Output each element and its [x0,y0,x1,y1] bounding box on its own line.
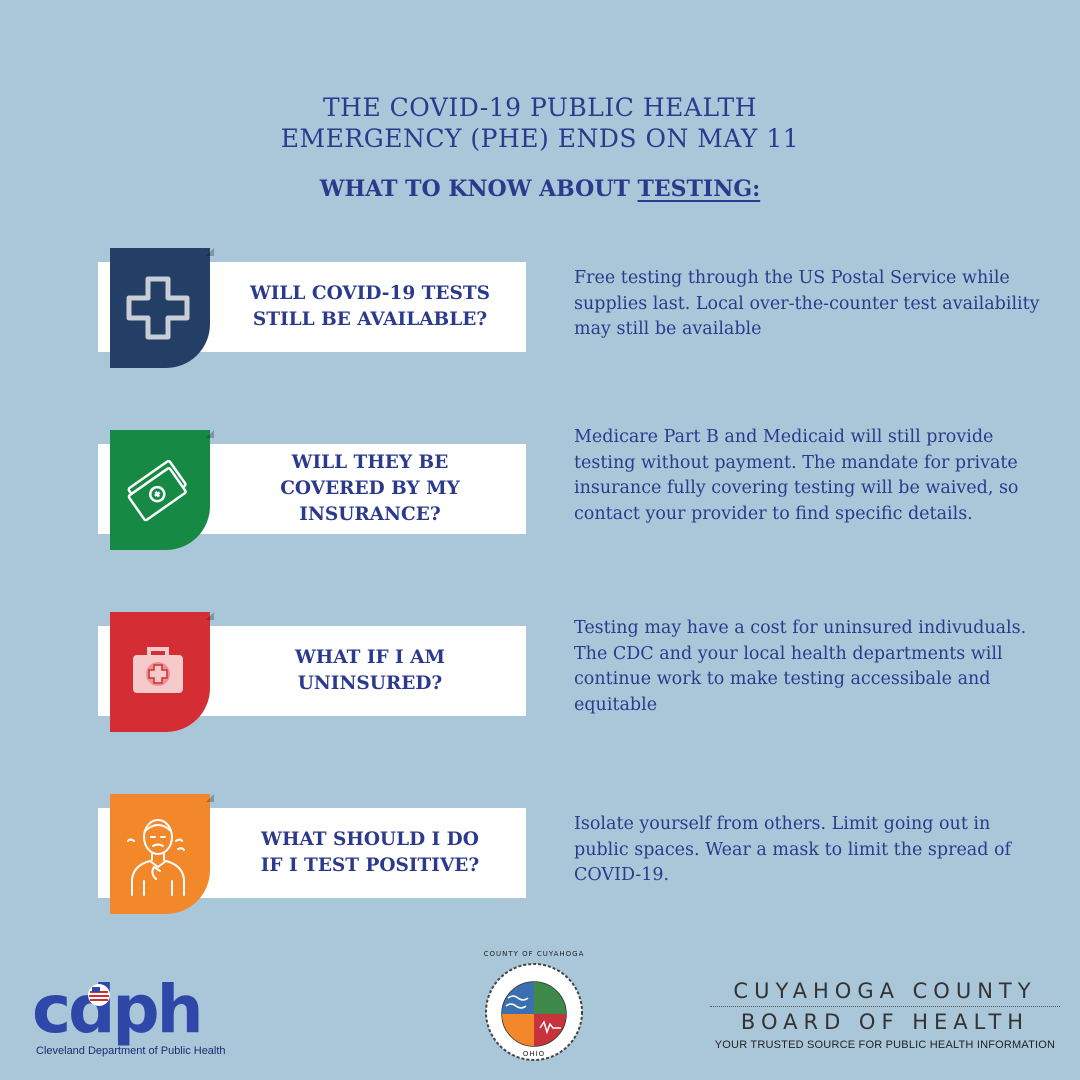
subtitle-emphasis: TESTING: [637,176,761,202]
medical-cross-icon [110,258,206,358]
cdph-logo: cdph Cleveland Department of Public Heal… [32,971,226,1065]
board-tagline: YOUR TRUSTED SOURCE FOR PUBLIC HEALTH IN… [714,1039,1056,1051]
question-line: WHAT SHOULD I DO [261,829,479,850]
answer-text: Isolate yourself from others. Limit goin… [574,814,1012,885]
seal-bottom-text: OHIO [522,1050,546,1058]
answer-text: Medicare Part B and Medicaid will still … [574,427,1019,524]
qa-item-tests-available: WILL COVID-19 TESTS STILL BE AVAILABLE? … [0,248,1080,373]
question-line: STILL BE AVAILABLE? [252,309,488,330]
qa-item-test-positive: WHAT SHOULD I DO IF I TEST POSITIVE? Iso… [0,794,1080,919]
section-heading: WHAT TO KNOW ABOUT TESTING: [0,176,1080,202]
question-text: WILL THEY BE COVERED BY MY INSURANCE? [230,444,510,534]
question-text: WHAT SHOULD I DO IF I TEST POSITIVE? [230,808,510,898]
flag-icon [88,984,110,1006]
answer-text: Testing may have a cost for uninsured in… [574,618,1027,715]
qa-item-insurance-coverage: WILL THEY BE COVERED BY MY INSURANCE? Me… [0,427,1080,555]
question-line: WILL THEY BE [291,452,449,473]
question-line: WHAT IF I AM [295,647,445,668]
question-line: WILL COVID-19 TESTS [249,283,490,304]
category-tab [110,794,214,914]
cdph-full-name: Cleveland Department of Public Health [36,1045,226,1057]
board-of-health-logo: CUYAHOGA COUNTY BOARD OF HEALTH YOUR TRU… [710,978,1060,1051]
answer-text: Free testing through the US Postal Servi… [574,268,1040,339]
question-line: INSURANCE? [299,504,441,525]
seal-top-text: COUNTY OF CUYAHOGA [483,950,585,958]
board-name-line-2: BOARD OF HEALTH [710,1006,1060,1035]
question-text: WHAT IF I AM UNINSURED? [230,626,510,716]
title-line-2: EMERGENCY (PHE) ENDS ON MAY 11 [280,124,800,153]
question-line: IF I TEST POSITIVE? [260,855,480,876]
question-line: COVERED BY MY [280,478,460,499]
page-title: THE COVID-19 PUBLIC HEALTH EMERGENCY (PH… [0,92,1080,154]
cdph-wordmark: cdph [32,971,204,1048]
sick-person-icon [110,804,206,904]
title-line-1: THE COVID-19 PUBLIC HEALTH [322,93,758,122]
money-bills-icon [110,440,206,540]
county-seal: COUNTY OF CUYAHOGA OHIO [484,950,584,1062]
subtitle-prefix: WHAT TO KNOW ABOUT [319,176,638,202]
board-name-line-1: CUYAHOGA COUNTY [733,979,1037,1003]
question-text: WILL COVID-19 TESTS STILL BE AVAILABLE? [230,262,510,352]
first-aid-kit-icon [110,622,206,722]
question-line: UNINSURED? [297,673,443,694]
qa-item-uninsured: WHAT IF I AM UNINSURED? Testing may have… [0,612,1080,737]
